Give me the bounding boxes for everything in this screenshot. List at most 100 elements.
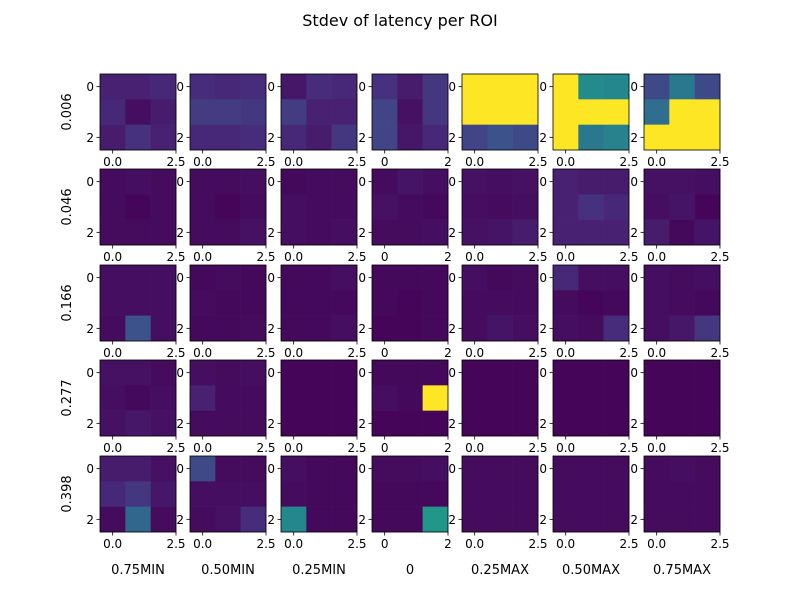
heatmap-cell [553, 360, 579, 386]
heatmap-cell [669, 99, 695, 125]
x-tick-label: 2.5 [256, 346, 275, 360]
heatmap-cell [462, 410, 488, 437]
y-tick-label: 0 [176, 175, 184, 189]
heatmap-cell [190, 219, 216, 246]
y-tick-label: 0 [448, 271, 456, 285]
heatmap-cell [215, 124, 241, 151]
heatmap-cell [669, 265, 695, 291]
heatmap-cell [578, 194, 604, 220]
x-tick-label: 2.5 [710, 250, 729, 264]
x-tick-label: 2.5 [528, 537, 547, 551]
heatmap-cell [372, 74, 398, 100]
heatmap-cell [150, 219, 177, 246]
heatmap-cell [372, 315, 398, 342]
y-tick-label: 2 [448, 226, 456, 240]
y-tick-label: 2 [630, 417, 638, 431]
heatmap-cell [694, 506, 721, 533]
y-tick-label: 2 [267, 226, 275, 240]
heatmap-cell [669, 410, 695, 437]
heatmap-cell [578, 506, 604, 533]
heatmap-cell [603, 360, 630, 386]
panel-frame [371, 264, 449, 342]
panel-r2-c2: 0 2 0.0 2.5 [267, 264, 367, 360]
heatmap-cell [397, 410, 423, 437]
y-tick-label: 0 [448, 462, 456, 476]
panel-frame [280, 168, 358, 246]
x-tick-label: 0.0 [103, 441, 122, 455]
heatmap-cell [240, 194, 267, 220]
heatmap-cell [422, 194, 449, 220]
x-tick-label: 2.5 [166, 441, 185, 455]
heatmap-cell [306, 290, 332, 316]
panel-r3-c4: 0 2 0.0 2.5 [448, 359, 548, 455]
heatmap-cell [694, 124, 721, 151]
heatmap-cell [240, 481, 267, 507]
heatmap-cell [125, 385, 151, 411]
heatmap-cell [331, 290, 358, 316]
heatmap-cell [603, 506, 630, 533]
heatmap-cell [397, 265, 423, 291]
heatmap-cell [215, 194, 241, 220]
heatmap-cell [669, 481, 695, 507]
heatmap-cell [100, 481, 126, 507]
heatmap-cell [281, 74, 307, 100]
heatmap-cell [487, 410, 513, 437]
y-tick-label: 0 [358, 80, 366, 94]
heatmap-cell [372, 265, 398, 291]
heatmap-cell [397, 290, 423, 316]
panel-r4-c4: 0 2 0.0 2.5 [448, 455, 548, 551]
panel-frame [189, 264, 267, 342]
heatmap-cell [603, 385, 630, 411]
x-tick-label: 2.5 [347, 346, 366, 360]
y-tick-label: 0 [86, 80, 94, 94]
heatmap-cell [240, 265, 267, 291]
heatmap-cell [190, 315, 216, 342]
heatmap-cell [281, 481, 307, 507]
heatmap-cell [372, 194, 398, 220]
y-tick-label: 0 [358, 366, 366, 380]
heatmap-cell [306, 169, 332, 195]
panel-r3-c0: 0 2 0.0 2.5 [86, 359, 186, 455]
heatmap-cell [603, 124, 630, 151]
heatmap-cell [422, 265, 449, 291]
heatmap-cell [669, 506, 695, 533]
heatmap-cell [553, 265, 579, 291]
heatmap-cell [462, 169, 488, 195]
heatmap-cell [603, 315, 630, 342]
heatmap-cell [190, 265, 216, 291]
heatmap-cell [331, 265, 358, 291]
x-tick-label: 0.0 [556, 441, 575, 455]
x-tick-label: 0 [381, 441, 389, 455]
x-tick-label: 0.0 [193, 537, 212, 551]
heatmap-cell [372, 410, 398, 437]
heatmap-cell [240, 506, 267, 533]
x-tick-label: 2.5 [528, 441, 547, 455]
heatmap-cell [578, 481, 604, 507]
heatmap-cell [644, 219, 670, 246]
heatmap-cell [512, 74, 539, 100]
x-tick-label: 2.5 [619, 537, 638, 551]
heatmap-cell [240, 456, 267, 482]
heatmap-cell [125, 124, 151, 151]
heatmap-cell [603, 169, 630, 195]
heatmap-cell [150, 315, 177, 342]
y-tick-label: 2 [448, 417, 456, 431]
heatmap-cell [240, 99, 267, 125]
heatmap-cell [331, 410, 358, 437]
heatmap-cell [125, 265, 151, 291]
panel-frame [552, 264, 630, 342]
panel-r1-c4: 0 2 0.0 2.5 [448, 168, 548, 264]
x-tick-label: 0.0 [284, 441, 303, 455]
heatmap-cell [281, 506, 307, 533]
heatmap-cell [372, 506, 398, 533]
panel-frame [552, 455, 630, 533]
heatmap-cell [240, 74, 267, 100]
heatmap-cell [644, 194, 670, 220]
heatmap-cell [462, 506, 488, 533]
heatmap-cell [669, 315, 695, 342]
heatmap-cell [487, 315, 513, 342]
heatmap-cell [512, 290, 539, 316]
heatmap-cell [190, 194, 216, 220]
x-tick-label: 2.5 [166, 537, 185, 551]
y-tick-label: 2 [539, 513, 547, 527]
